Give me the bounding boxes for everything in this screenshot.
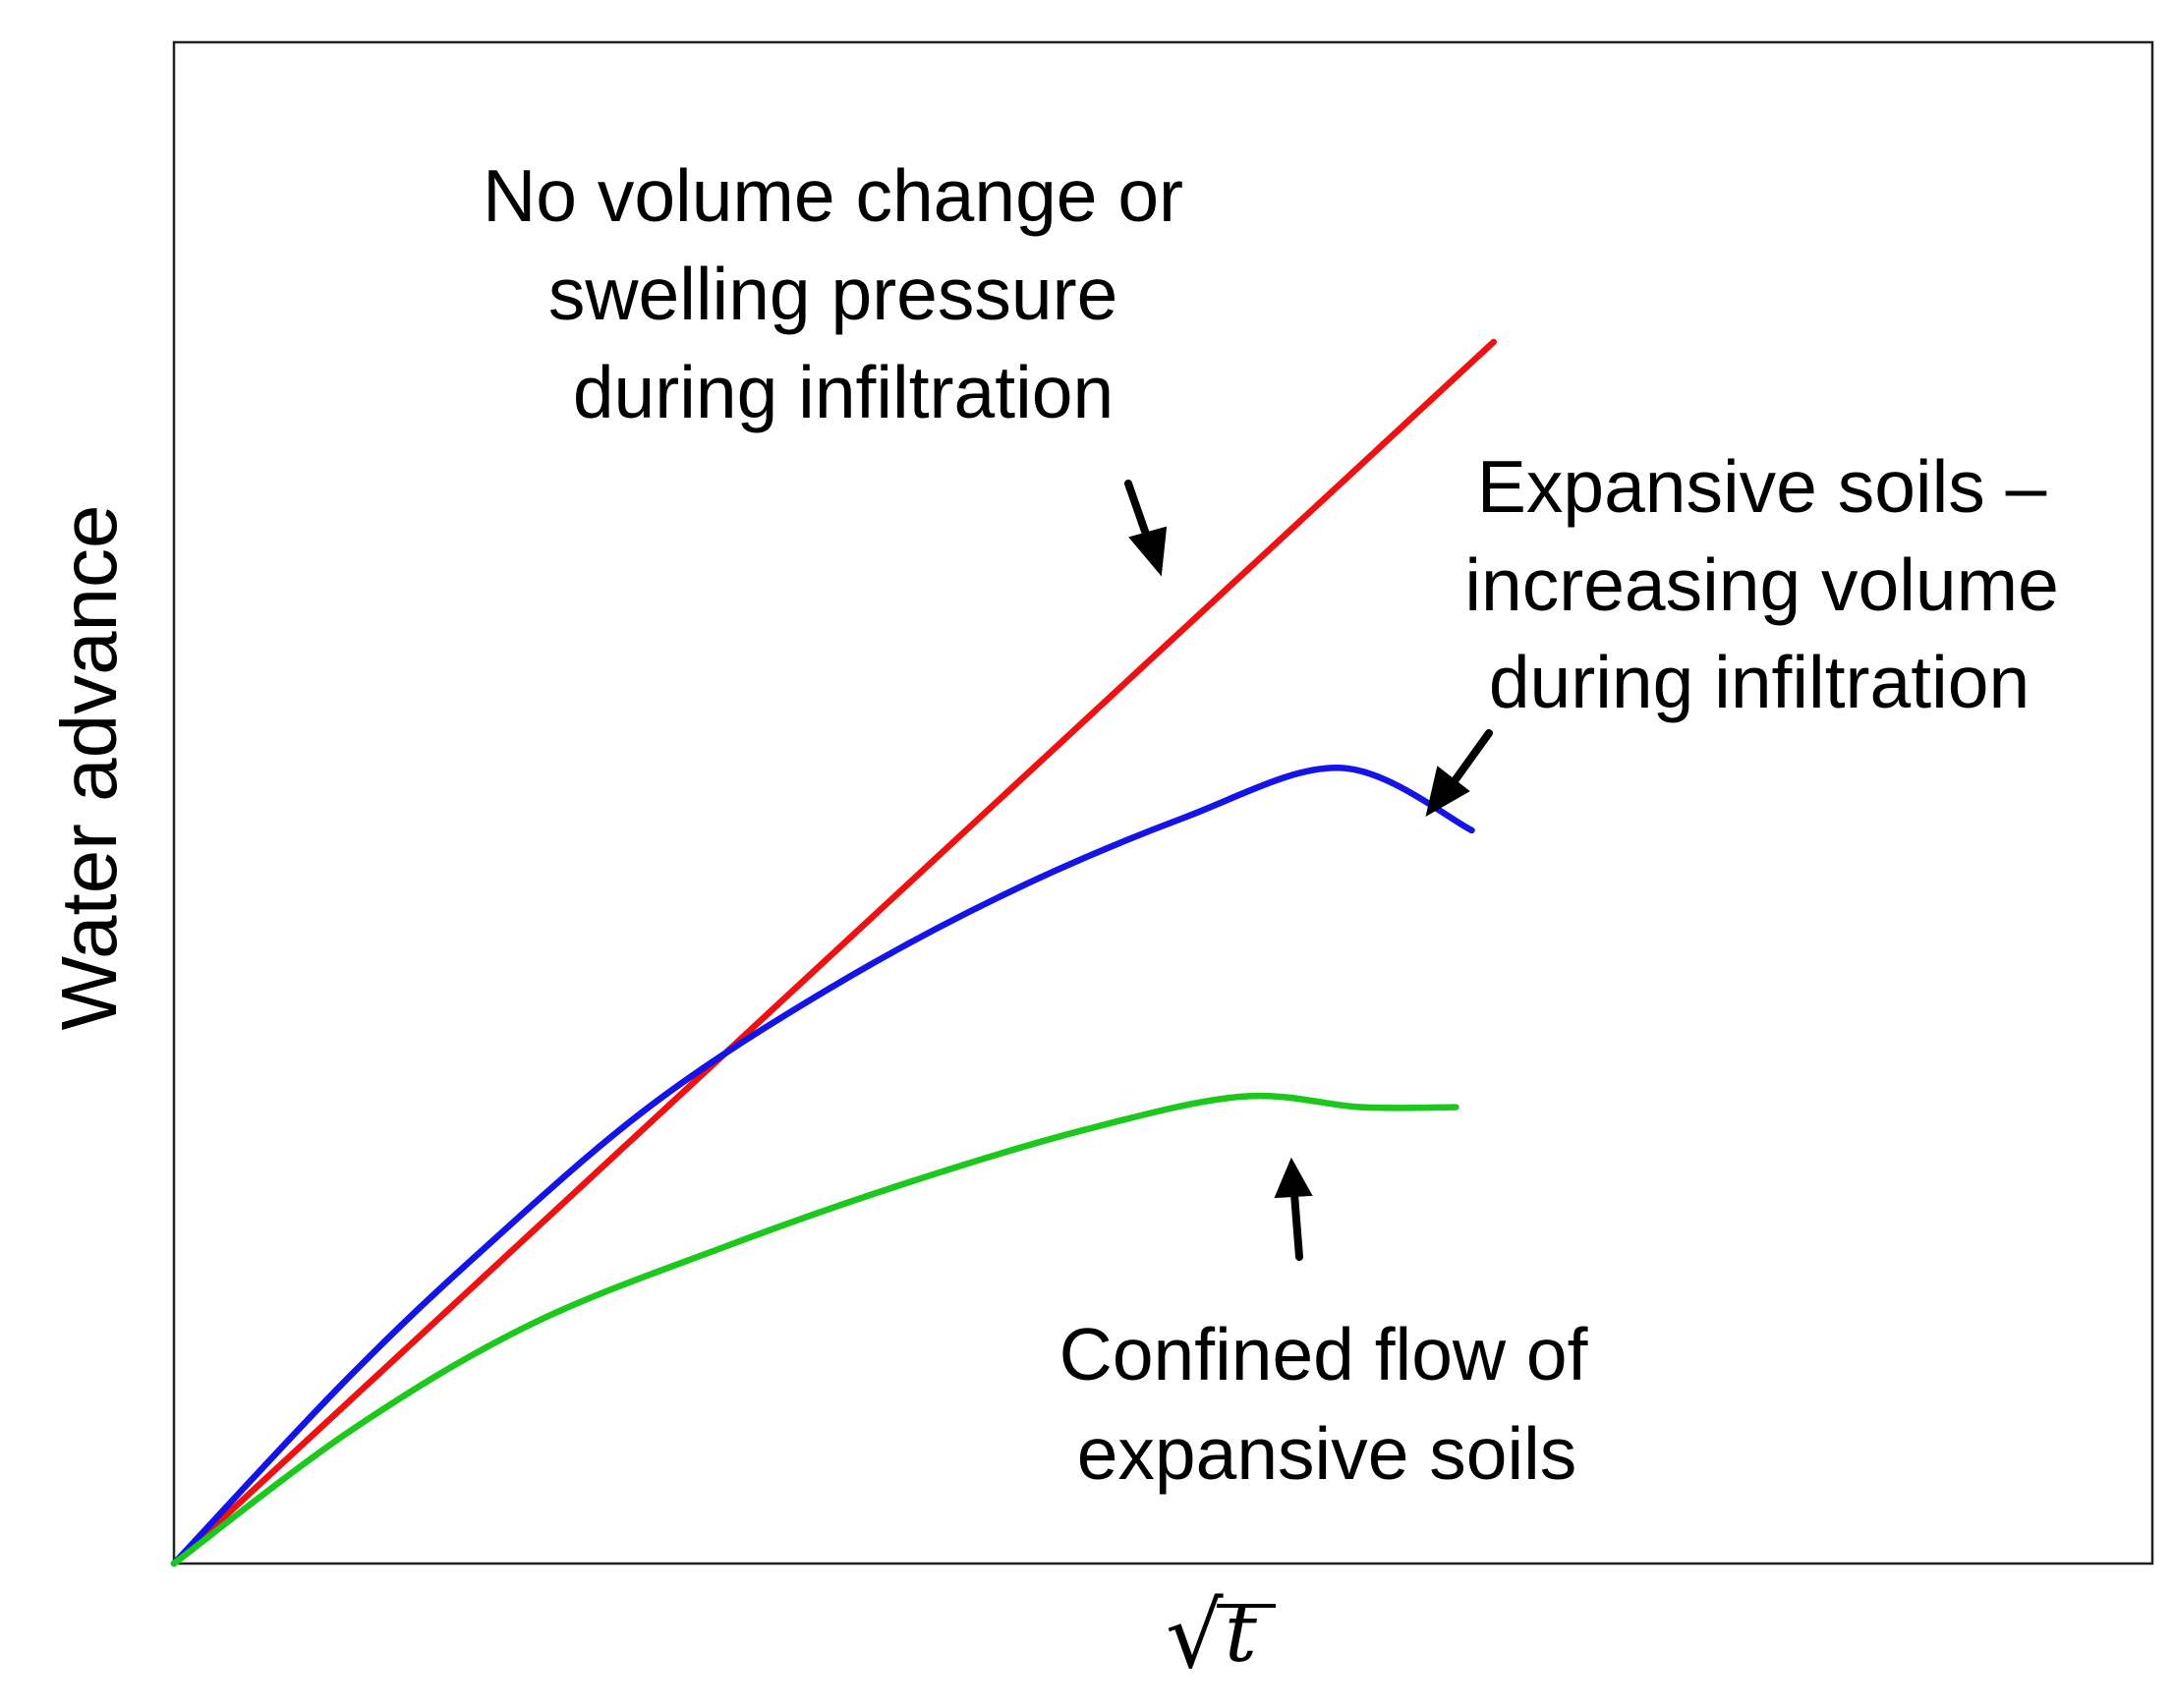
annotation-line: Confined flow of [1059, 1313, 1588, 1395]
x-axis-radical: √ [1166, 1583, 1224, 1688]
series-line-expansive-soils [170, 765, 1475, 1567]
annotation-line: No volume change or [483, 154, 1183, 237]
arrow-confined-flow [1274, 1157, 1313, 1261]
series-line-confined-flow [170, 1092, 1459, 1567]
annotation-line: increasing volume [1464, 543, 2058, 626]
annotation-confined-flow: Confined flow of expansive soils [1059, 1313, 1609, 1495]
annotation-expansive-soils: Expansive soils – increasing volume duri… [1464, 445, 2079, 723]
annotation-line: Expansive soils – [1477, 445, 2047, 528]
arrow-no-volume-change [1124, 480, 1168, 577]
y-axis-label: Water advance [45, 504, 133, 1030]
plot-frame [172, 40, 2154, 1566]
x-axis-label: √ t [1166, 1583, 1276, 1688]
arrow-expansive-soils [1425, 729, 1493, 817]
annotation-no-volume-change: No volume change or swelling pressure du… [483, 154, 1204, 433]
series-layer [170, 338, 1497, 1567]
annotation-line: swelling pressure [548, 253, 1117, 335]
series-line-no-volume-change [170, 338, 1497, 1567]
annotation-line: during infiltration [1489, 641, 2030, 723]
x-axis-variable: t [1225, 1587, 1258, 1680]
annotation-line: during infiltration [573, 351, 1114, 433]
annotation-line: expansive soils [1077, 1412, 1577, 1495]
